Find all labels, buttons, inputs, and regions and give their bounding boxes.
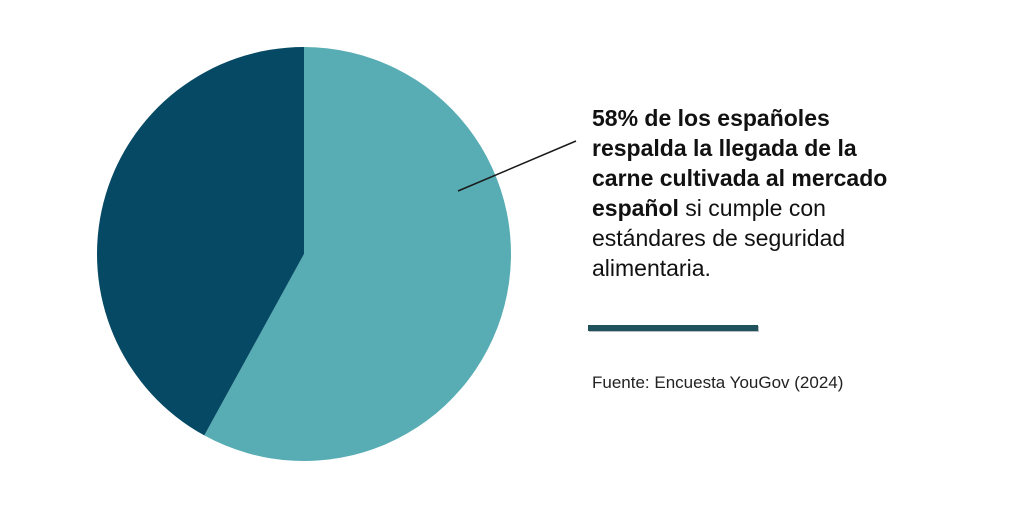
callout-leader-line <box>457 140 577 192</box>
pie-slice-resto <box>96 46 304 436</box>
divider-bar <box>588 325 758 331</box>
callout-bold-text: 58% de los españoles respalda la llegada… <box>592 105 888 221</box>
callout-text: 58% de los españoles respalda la llegada… <box>592 103 888 283</box>
callout-regular-text: si cumple con estándares de seguridad al… <box>592 195 846 281</box>
pie-slices-group <box>96 46 511 461</box>
pie-slice-respalda <box>204 47 511 461</box>
source-caption: Fuente: Encuesta YouGov (2024) <box>592 373 844 392</box>
